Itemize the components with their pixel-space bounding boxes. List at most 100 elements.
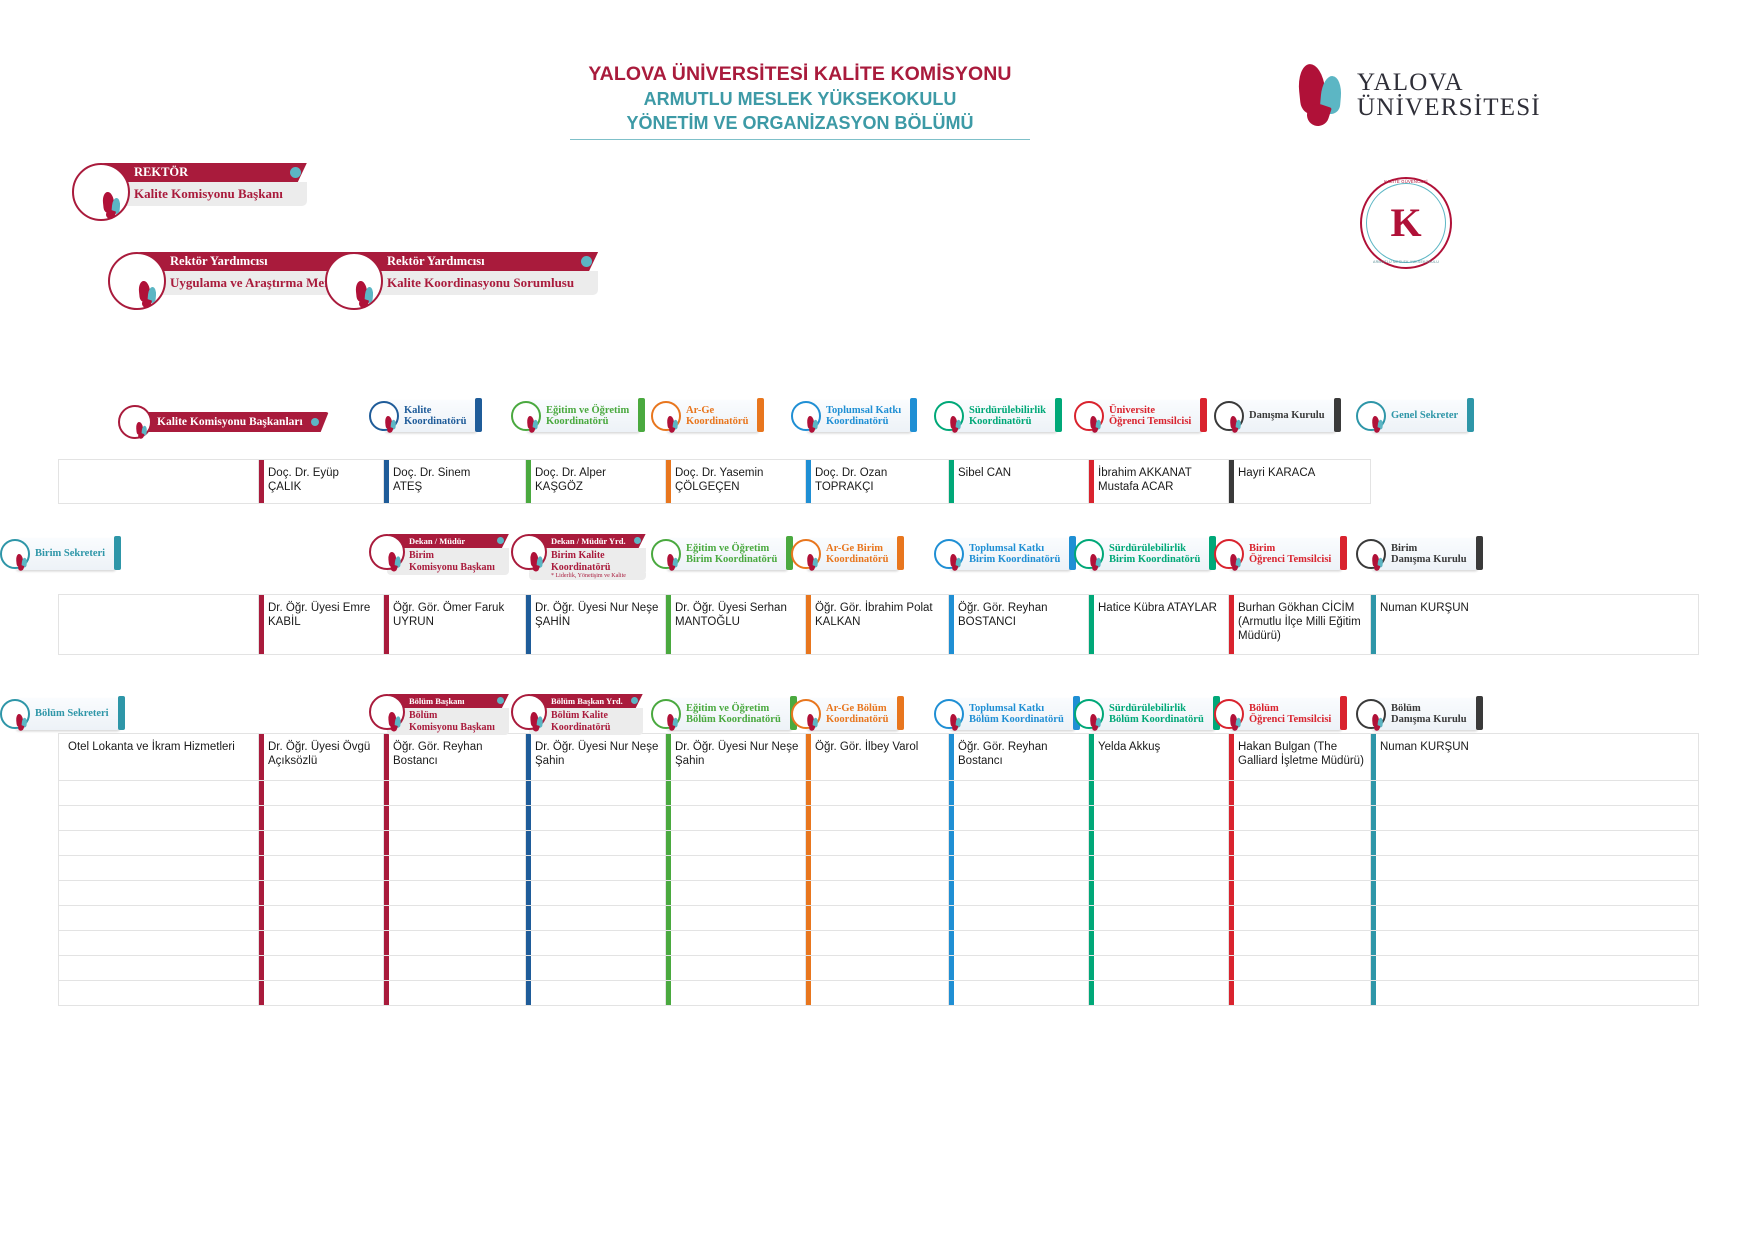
cell-text: Doç. Dr. Sinem ATEŞ: [393, 467, 471, 493]
node-accent-dot: [581, 256, 593, 267]
column-header-s1-5[interactable]: Üniversite Öğrenci Temsilcisi: [1074, 398, 1208, 434]
table-row: [58, 955, 1699, 981]
column-header-s2-3[interactable]: Sürdürülebilirlik Birim Koordinatörü: [1074, 536, 1217, 572]
table-cell: [1088, 805, 1229, 831]
column-header-s1-0[interactable]: Kalite Koordinatörü: [369, 398, 483, 434]
column-header-s3-red-1[interactable]: Bölüm Başkan Yrd. Bölüm Kalite Koordinatö…: [511, 694, 643, 735]
cell-color-bar: [806, 781, 811, 805]
header-logo-icon: [0, 699, 30, 732]
column-header-s2-red-1[interactable]: Dekan / Müdür Yrd. Birim Kalite Koordinat…: [511, 534, 646, 580]
header-plate: Birim Danışma Kurulu: [1371, 536, 1483, 570]
table-cell: İbrahim AKKANAT Mustafa ACAR: [1088, 459, 1229, 504]
table-cell-program: [58, 459, 259, 504]
column-header-s1-1[interactable]: Eğitim ve Öğretim Koordinatörü: [511, 398, 646, 434]
table-cell: [1088, 930, 1229, 956]
column-header-s1-3[interactable]: Toplumsal Katkı Koordinatörü: [791, 398, 918, 434]
table-cell: [805, 905, 949, 931]
column-header-s3-3[interactable]: Sürdürülebilirlik Bölüm Koordinatörü: [1074, 696, 1220, 732]
table-row: [58, 905, 1699, 931]
table-cell: Dr. Öğr. Üyesi Nur Neşe Şahin: [525, 733, 666, 781]
header-logo-icon: [651, 401, 681, 434]
table-cell: [948, 955, 1089, 981]
column-header-s3-1[interactable]: Ar-Ge Bölüm Koordinatörü: [791, 696, 905, 732]
cell-color-bar: [949, 956, 954, 980]
column-header-s2-red-0[interactable]: Dekan / Müdür Birim Komisyonu Başkanı: [369, 534, 509, 575]
header-plate: Bölüm Öğrenci Temsilcisi: [1229, 696, 1348, 730]
cell-color-bar: [666, 931, 671, 955]
table-cell: [1228, 955, 1371, 981]
column-header-s2-6[interactable]: Birim Sekreteri: [0, 536, 122, 572]
column-header-s3-red-0[interactable]: Bölüm Başkanı Bölüm Komisyonu Başkanı: [369, 694, 509, 735]
table-cell-program: [58, 880, 259, 906]
header-logo-icon: [1356, 539, 1386, 572]
cell-color-bar: [384, 906, 389, 930]
node-role-label: Rektör Yardımcısı: [354, 252, 598, 271]
table-cell: [805, 805, 949, 831]
header-logo-icon: [1074, 699, 1104, 732]
title-divider: [570, 139, 1030, 140]
column-header-s2-5[interactable]: Birim Danışma Kurulu: [1356, 536, 1483, 572]
cell-color-bar: [1229, 806, 1234, 830]
cell-color-bar: [1089, 956, 1094, 980]
header-color-edge: [1467, 398, 1475, 432]
table-cell: [1228, 905, 1371, 931]
header-label: Toplumsal Katkı Bölüm Koordinatörü: [969, 702, 1064, 726]
table-cell: [1228, 930, 1371, 956]
title-line-1: YALOVA ÜNİVERSİTESİ KALİTE KOMİSYONU: [588, 63, 1012, 85]
header-plate: Eğitim ve Öğretim Koordinatörü: [526, 398, 646, 432]
column-header-s3-5[interactable]: Bölüm Danışma Kurulu: [1356, 696, 1483, 732]
yalova-petal-icon: [1295, 62, 1347, 129]
cell-text: İbrahim AKKANAT Mustafa ACAR: [1098, 467, 1192, 493]
column-header-s3-6[interactable]: Bölüm Sekreteri: [0, 696, 125, 732]
table-cell: [1370, 955, 1699, 981]
column-header-s1-4[interactable]: Sürdürülebilirlik Koordinatörü: [934, 398, 1063, 434]
cell-text: Hakan Bulgan (The Galliard İşletme Müdür…: [1238, 741, 1364, 767]
column-header-s3-2[interactable]: Toplumsal Katkı Bölüm Koordinatörü: [934, 696, 1080, 732]
column-header-s1-6[interactable]: Danışma Kurulu: [1214, 398, 1341, 434]
row-leader-kalite-komisyonu-baskanlari[interactable]: Kalite Komisyonu Başkanları: [118, 405, 329, 440]
header-plate: Toplumsal Katkı Koordinatörü: [806, 398, 918, 432]
column-header-s2-2[interactable]: Toplumsal Katkı Birim Koordinatörü: [934, 536, 1077, 572]
cell-color-bar: [1371, 831, 1376, 855]
header-label: Birim Sekreteri: [35, 548, 106, 560]
header-label: Genel Sekreter: [1391, 410, 1459, 422]
column-header-s3-0[interactable]: Eğitim ve Öğretim Bölüm Koordinatörü: [651, 696, 797, 732]
table-cell: [1088, 780, 1229, 806]
cell-color-bar: [806, 595, 811, 654]
column-header-s2-0[interactable]: Eğitim ve Öğretim Birim Koordinatörü: [651, 536, 794, 572]
cell-color-bar: [259, 906, 264, 930]
cell-color-bar: [1089, 906, 1094, 930]
table-cell: [1370, 980, 1699, 1006]
header-logo-icon: [369, 694, 405, 733]
header-plate: Toplumsal Katkı Bölüm Koordinatörü: [949, 696, 1080, 730]
cell-color-bar: [1229, 981, 1234, 1005]
table-cell: Doç. Dr. Eyüp ÇALIK: [258, 459, 384, 504]
table-row: [58, 880, 1699, 906]
cell-color-bar: [806, 856, 811, 880]
column-header-s1-2[interactable]: Ar-Ge Koordinatörü: [651, 398, 765, 434]
cell-color-bar: [259, 981, 264, 1005]
table-cell: [525, 880, 666, 906]
column-header-s1-7[interactable]: Genel Sekreter: [1356, 398, 1475, 434]
cell-color-bar: [259, 460, 264, 503]
table-cell: [805, 980, 949, 1006]
column-header-s3-4[interactable]: Bölüm Öğrenci Temsilcisi: [1214, 696, 1348, 732]
table-cell: [1088, 980, 1229, 1006]
org-node-rektor[interactable]: REKTÖR Kalite Komisyonu Başkanı: [72, 163, 307, 221]
org-node-rektor-yardimcisi-kalite[interactable]: Rektör Yardımcısı Kalite Koordinasyonu S…: [325, 252, 599, 310]
cell-color-bar: [806, 981, 811, 1005]
header-plate: Sürdürülebilirlik Bölüm Koordinatörü: [1089, 696, 1220, 730]
table-cell: [525, 905, 666, 931]
seal-top-text: KALİTE GÜVENCESİ: [1384, 179, 1428, 184]
table-cell: [805, 955, 949, 981]
header-color-edge: [475, 398, 483, 432]
cell-color-bar: [949, 981, 954, 1005]
column-header-s2-4[interactable]: Birim Öğrenci Temsilcisi: [1214, 536, 1348, 572]
header-plate: Eğitim ve Öğretim Birim Koordinatörü: [666, 536, 794, 570]
header-plate: Kalite Koordinatörü: [384, 398, 483, 432]
column-header-s2-1[interactable]: Ar-Ge Birim Koordinatörü: [791, 536, 905, 572]
yalova-university-logo: YALOVA ÜNİVERSİTESİ: [1295, 62, 1541, 129]
leader-accent-dot: [310, 418, 319, 426]
cell-text: Öğr. Gör. Ömer Faruk UYRUN: [393, 602, 505, 628]
header-logo-icon: [1214, 401, 1244, 434]
